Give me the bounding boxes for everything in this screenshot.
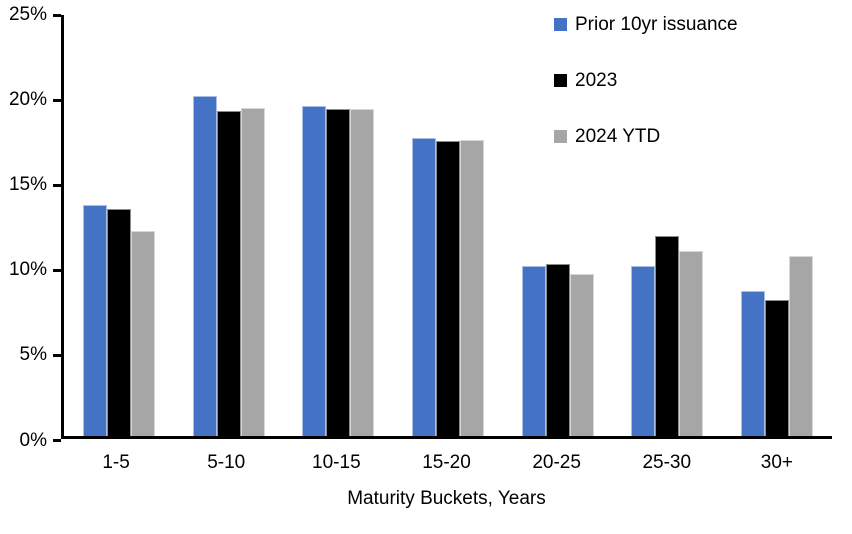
y-axis-tick-label: 25% [8,4,47,25]
bar-prior-10yr-issuance-5-10 [192,95,217,436]
bar-group-20-25 [503,15,613,436]
bar-2023-1-5 [106,208,131,436]
y-axis-tick [53,353,61,357]
bar-group-15-20 [393,15,503,436]
bar-prior-10yr-issuance-30 [741,291,766,436]
bar-group-25-30 [613,15,723,436]
bar-2023-10-15 [326,109,351,436]
legend-label: 2024 YTD [575,126,661,147]
x-axis-tick-label: 10-15 [312,452,361,473]
x-axis-title: Maturity Buckets, Years [347,488,546,509]
legend-swatch-icon [554,18,567,31]
bar-prior-10yr-issuance-1-5 [82,205,107,436]
y-axis-tick-label: 10% [8,259,47,281]
y-axis-tick-label: 0% [19,429,47,451]
bar-2024-ytd-25-30 [679,250,704,436]
bar-prior-10yr-issuance-20-25 [521,265,546,436]
bar-2024-ytd-30 [789,255,814,436]
bar-2023-5-10 [216,111,241,436]
x-axis-tick-label: 15-20 [422,452,471,473]
y-axis-tick [53,13,61,17]
legend-item-prior-10yr-issuance: Prior 10yr issuance [554,12,738,37]
legend-swatch-icon [554,130,567,143]
legend-label: Prior 10yr issuance [575,14,738,35]
bar-2023-20-25 [545,264,570,436]
bar-group-5-10 [174,15,284,436]
y-axis-tick [53,439,61,442]
bar-prior-10yr-issuance-25-30 [631,265,656,436]
legend-item-2024-ytd: 2024 YTD [554,124,738,149]
bar-2023-30 [765,299,790,436]
bar-prior-10yr-issuance-15-20 [412,137,437,436]
bar-2024-ytd-5-10 [240,107,265,436]
x-axis-tick-label: 20-25 [532,452,581,473]
x-axis-labels: 1-5 5-10 10-15 15-20 20-25 25-30 30+ [61,451,832,475]
bar-2023-25-30 [655,235,680,436]
bar-group-10-15 [283,15,393,436]
y-axis-tick-label: 15% [8,174,47,196]
x-axis-tick-label: 25-30 [642,452,692,473]
bar-2024-ytd-1-5 [130,230,155,436]
bar-2024-ytd-10-15 [350,109,375,436]
plot-area [61,15,832,439]
bar-prior-10yr-issuance-10-15 [302,105,327,436]
legend-label: 2023 [575,70,618,91]
x-axis-tick-label: 5-10 [207,452,246,473]
y-axis-tick-label: 5% [19,344,47,366]
bar-2024-ytd-15-20 [460,139,485,436]
legend: Prior 10yr issuance 2023 2024 YTD [554,12,738,180]
y-axis-tick [53,268,61,272]
y-axis-tick-label: 20% [8,89,47,111]
y-axis-tick [53,183,61,187]
x-axis-tick-label: 30+ [760,452,794,473]
bar-2024-ytd-20-25 [569,274,594,436]
legend-item-2023: 2023 [554,68,738,93]
x-axis-tick-label: 1-5 [102,452,130,473]
legend-swatch-icon [554,74,567,87]
bar-group-30 [722,15,832,436]
bar-group-1-5 [64,15,174,436]
bar-2023-15-20 [436,141,461,436]
y-axis-tick [53,98,61,102]
